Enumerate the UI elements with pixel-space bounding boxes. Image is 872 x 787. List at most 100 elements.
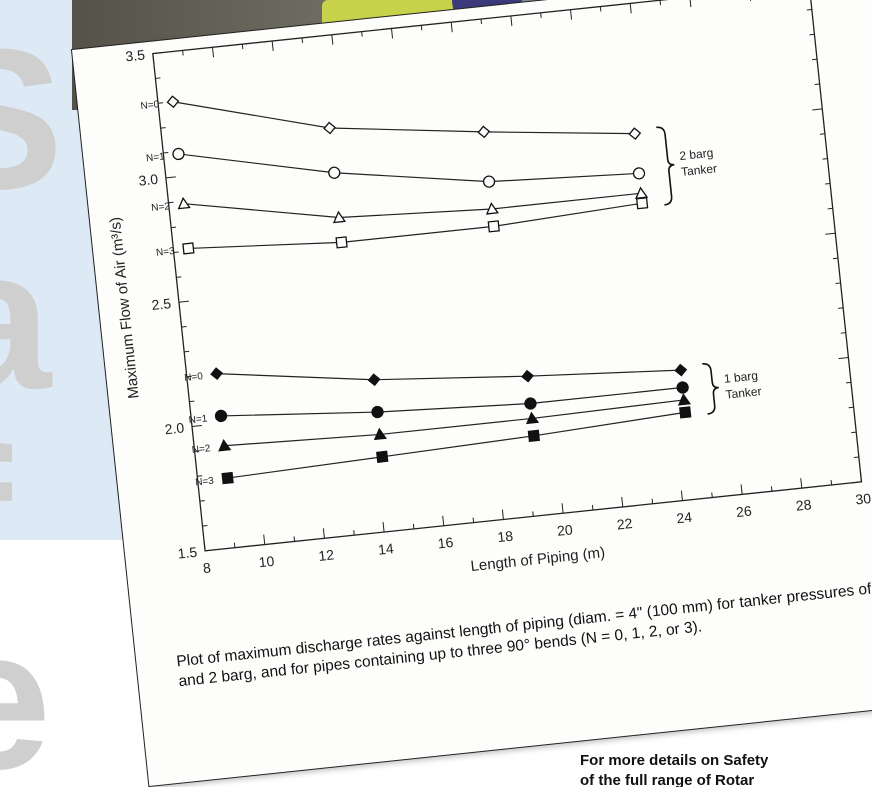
- data-point: [679, 406, 692, 419]
- x-tick: [510, 15, 513, 26]
- data-point: [218, 438, 232, 452]
- data-point: [182, 242, 195, 255]
- data-point: [677, 393, 692, 406]
- chart: 8 10 12 14 16 18 20 22 24 26 28 30 1.5 2.0 2.5 3.0 3.5 Le…: [107, 0, 872, 576]
- y-tick-label: 1.5: [177, 544, 198, 562]
- y-tick: [838, 307, 844, 309]
- x-axis-title: Length of Piping (m): [470, 544, 606, 575]
- y-tick: [845, 381, 852, 384]
- y-tick: [202, 524, 208, 527]
- y-tick: [171, 226, 177, 229]
- series-line: [188, 202, 643, 250]
- series-label: N=1: [146, 151, 166, 164]
- x-tick: [322, 528, 325, 539]
- x-tick: [293, 536, 296, 542]
- chart-paper: 8 10 12 14 16 18 20 22 24 26 28 30 1.5 2.0 2.5 3.0 3.5 Le…: [72, 0, 872, 786]
- data-point: [477, 125, 491, 139]
- y-tick: [812, 108, 823, 111]
- y-tick: [819, 133, 825, 135]
- x-tick: [472, 517, 475, 523]
- x-tick: [740, 484, 743, 495]
- x-tick-label: 20: [556, 521, 573, 539]
- data-point: [172, 147, 185, 161]
- series-label: N=3: [195, 476, 215, 489]
- x-tick: [450, 22, 453, 33]
- y-tick: [851, 431, 857, 434]
- x-tick-label: 14: [377, 540, 394, 558]
- x-tick: [859, 471, 862, 482]
- x-tick-label: 26: [735, 503, 752, 521]
- y-tick: [853, 456, 859, 459]
- data-point: [332, 210, 347, 224]
- data-point: [376, 450, 389, 463]
- series-line: [172, 101, 635, 135]
- background-letter: f: [0, 420, 12, 620]
- y-tick: [835, 282, 841, 284]
- x-tick-label: 10: [258, 553, 275, 571]
- x-tick: [382, 522, 385, 533]
- data-point: [635, 186, 649, 200]
- data-point: [373, 427, 387, 441]
- data-point: [367, 373, 381, 387]
- data-point: [635, 197, 649, 210]
- group-label: Tanker: [680, 161, 717, 179]
- x-tick: [442, 515, 445, 526]
- x-tick: [561, 503, 564, 514]
- x-tick: [271, 40, 274, 52]
- x-tick: [599, 6, 602, 12]
- y-tick-label: 3.5: [125, 46, 146, 64]
- x-tick: [830, 479, 833, 486]
- y-tick: [814, 83, 820, 86]
- background-letter: S: [0, 20, 63, 220]
- data-point: [166, 95, 180, 109]
- y-tick: [851, 481, 862, 484]
- data-point: [328, 166, 341, 179]
- x-tick-label: 22: [616, 515, 633, 533]
- series-line: [227, 411, 686, 479]
- y-tick: [186, 375, 192, 378]
- x-tick-label: 18: [497, 528, 514, 546]
- data-point: [210, 367, 224, 381]
- data-point: [527, 429, 541, 442]
- data-point: [214, 409, 228, 423]
- series-line: [224, 399, 685, 447]
- plot-frame: [152, 0, 863, 552]
- x-tick: [301, 37, 304, 43]
- series-line: [183, 192, 642, 219]
- y-tick: [173, 251, 179, 253]
- footer-line-2: of the full range of Rotar: [580, 772, 755, 787]
- background-letter: a: [0, 220, 51, 420]
- x-tick: [241, 44, 244, 50]
- y-tick: [168, 201, 174, 204]
- data-point: [485, 202, 500, 215]
- data-point: [628, 127, 642, 141]
- y-tick: [205, 549, 216, 552]
- group-label: Tanker: [725, 384, 762, 402]
- y-tick: [194, 450, 200, 452]
- x-tick: [182, 50, 184, 56]
- x-tick: [353, 530, 355, 536]
- series-line: [221, 386, 683, 417]
- y-tick: [199, 500, 205, 502]
- x-tick: [540, 12, 542, 18]
- y-tick: [825, 232, 836, 235]
- x-tick: [480, 19, 483, 25]
- series-label: N=2: [191, 443, 211, 456]
- y-tick-label: 2.0: [164, 419, 185, 437]
- background-letter: e: [0, 600, 51, 787]
- data-point: [632, 167, 646, 180]
- x-tick-label: 28: [795, 496, 812, 514]
- y-tick: [163, 152, 169, 154]
- group-brace: [702, 362, 719, 415]
- series-label: N=2: [151, 201, 171, 214]
- y-tick: [160, 127, 166, 129]
- y-tick: [189, 400, 195, 403]
- data-point: [371, 405, 384, 419]
- y-tick: [165, 176, 176, 179]
- y-tick: [809, 33, 815, 36]
- y-tick-label: 3.0: [138, 171, 159, 189]
- group-label: 1 barg: [723, 368, 758, 385]
- data-point: [323, 121, 336, 135]
- x-tick: [711, 492, 713, 498]
- x-tick: [501, 509, 504, 520]
